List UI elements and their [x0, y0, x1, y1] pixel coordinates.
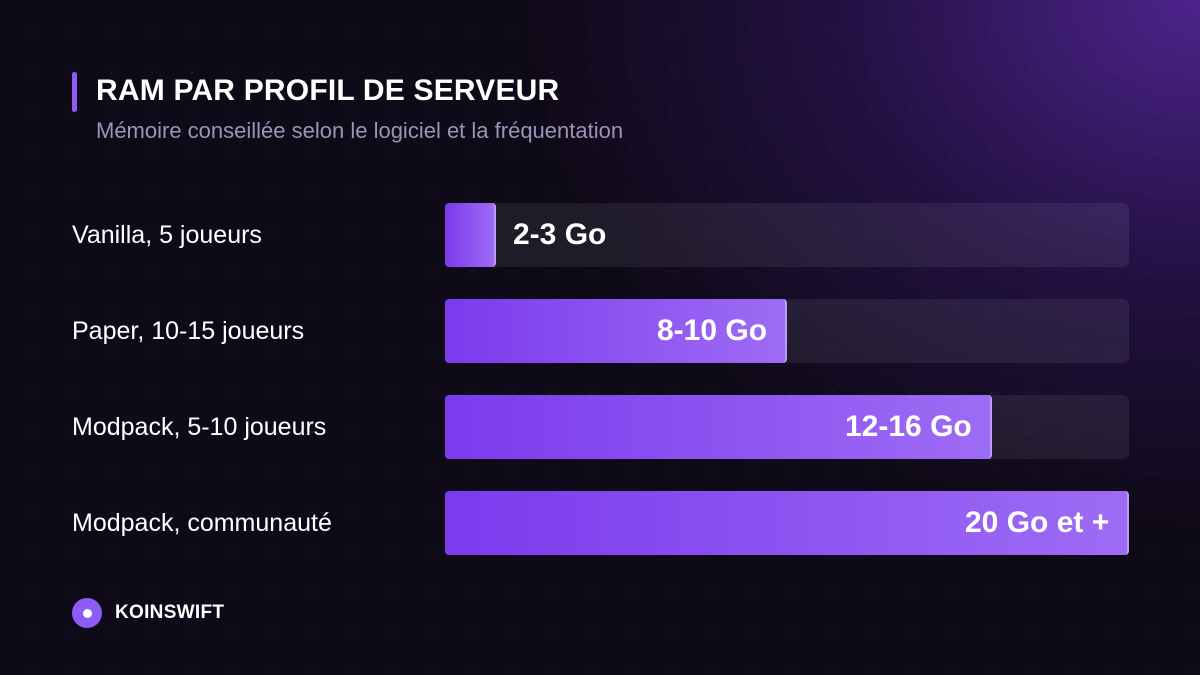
bar-row: Modpack, communauté 20 Go et +: [0, 490, 1200, 556]
bar-value-label: 12-16 Go: [845, 410, 972, 443]
bar-track: 2-3 Go: [445, 203, 1129, 267]
bar-value-label: 20 Go et +: [965, 506, 1110, 539]
brand-logo-icon: [72, 598, 102, 628]
bar-track: 20 Go et +: [445, 491, 1129, 555]
category-label: Paper, 10-15 joueurs: [72, 317, 305, 345]
bar-value-label: 8-10 Go: [657, 314, 768, 347]
bar: [445, 203, 496, 267]
bar-row: Paper, 10-15 joueurs 8-10 Go: [0, 298, 1200, 364]
category-label: Modpack, 5-10 joueurs: [72, 413, 327, 441]
bar-track: 8-10 Go: [445, 299, 1129, 363]
chart-subtitle: Mémoire conseillée selon le logiciel et …: [96, 118, 624, 143]
bar-row: Modpack, 5-10 joueurs 12-16 Go: [0, 394, 1200, 460]
brand-name: KOINSWIFT: [115, 602, 225, 623]
bar: [445, 491, 1129, 555]
category-label: Modpack, communauté: [72, 509, 332, 537]
bar-value-label: 2-3 Go: [513, 218, 607, 251]
bar: [445, 299, 787, 363]
title-accent-bar: [72, 72, 77, 112]
chart-title: RAM PAR PROFIL DE SERVEUR: [96, 74, 560, 107]
bar-row: Vanilla, 5 joueurs 2-3 Go: [0, 202, 1200, 268]
bar: [445, 395, 992, 459]
bar-track: 12-16 Go: [445, 395, 1129, 459]
category-label: Vanilla, 5 joueurs: [72, 221, 262, 249]
brand: KOINSWIFT: [72, 597, 224, 629]
